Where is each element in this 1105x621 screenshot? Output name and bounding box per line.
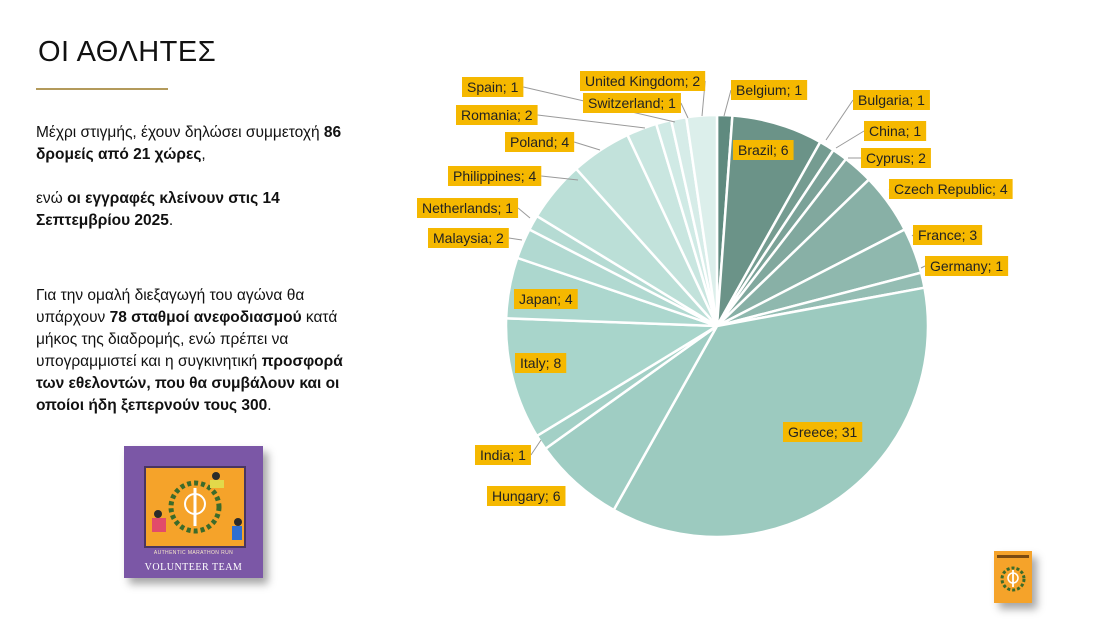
- stations-text-1: Για την ομαλή διεξαγωγή του αγώνα θα υπά…: [36, 287, 305, 326]
- data-label-india: India; 1: [480, 447, 526, 463]
- data-label-bg-japan: [514, 289, 578, 309]
- leader-line-france: [911, 234, 914, 237]
- leader-line-germany: [920, 265, 926, 269]
- registration-text: ενώ: [36, 190, 63, 207]
- data-label-bg-france: [913, 225, 983, 245]
- data-label-bg-italy: [515, 353, 567, 373]
- data-label-bg-greece: [783, 422, 863, 442]
- title-underline: [36, 88, 168, 90]
- leader-line-bulgaria: [825, 99, 854, 141]
- leader-line-philippines: [541, 175, 579, 181]
- leader-line-malaysia: [508, 237, 523, 241]
- data-label-cyprus: Cyprus; 2: [866, 150, 926, 166]
- leader-line-belgium: [723, 89, 732, 117]
- registration-deadline: οι εγγραφές κλείνουν στις 14 Σεπτεμβρίου…: [36, 190, 280, 229]
- data-label-bg-romania: [456, 105, 538, 125]
- participants-text: Μέχρι στιγμής, έχουν δηλώσει συμμετοχή: [36, 124, 320, 141]
- data-label-bg-china: [864, 121, 927, 141]
- registration-tail: .: [168, 212, 174, 229]
- slide-title: ΟΙ ΑΘΛΗΤΕΣ: [38, 36, 217, 68]
- data-label-bg-united-kingdom: [580, 71, 706, 91]
- data-label-bg-poland: [505, 132, 575, 152]
- data-label-spain: Spain; 1: [467, 79, 519, 95]
- paragraph-participants: Μέχρι στιγμής, έχουν δηλώσει συμμετοχή 8…: [36, 122, 366, 166]
- race-logo-icon: [994, 551, 1032, 603]
- data-label-bg-cyprus: [861, 148, 931, 168]
- data-label-malaysia: Malaysia; 2: [433, 230, 504, 246]
- data-label-bg-philippines: [448, 166, 542, 186]
- data-label-bulgaria: Bulgaria; 1: [858, 92, 925, 108]
- volunteer-team-image: AUTHENTIC MARATHON RUN VOLUNTEER TEAM: [124, 446, 263, 578]
- data-label-philippines: Philippines; 4: [453, 168, 536, 184]
- data-label-bg-india: [475, 445, 531, 465]
- data-label-romania: Romania; 2: [461, 107, 533, 123]
- pie-data-labels: Belgium; 1 Brazil; 6 Bulgaria; 1 China; 1 Cy…: [417, 71, 1013, 506]
- leader-line-romania: [537, 114, 646, 129]
- data-label-greece: Greece; 31: [788, 424, 857, 440]
- paragraph-registration: ενώ οι εγγραφές κλείνουν στις 14 Σεπτεμβ…: [36, 188, 366, 232]
- data-label-italy: Italy; 8: [520, 355, 561, 371]
- leader-line-poland: [574, 141, 601, 151]
- data-label-germany: Germany; 1: [930, 258, 1003, 274]
- data-label-bg-bulgaria: [853, 90, 930, 110]
- data-label-france: France; 3: [918, 227, 977, 243]
- leader-line-china: [835, 130, 865, 149]
- pie-slice-italy: [504, 316, 722, 438]
- stations-count: 78 σταθμοί ανεφοδιασμού: [109, 309, 302, 326]
- leader-line-netherlands: [517, 207, 531, 219]
- volunteer-team-logo-icon: [144, 466, 246, 548]
- data-label-bg-netherlands: [417, 198, 519, 218]
- volunteer-card-caption: VOLUNTEER TEAM: [144, 562, 243, 573]
- data-label-poland: Poland; 4: [510, 134, 569, 150]
- data-label-czech-republic: Czech Republic; 4: [894, 181, 1008, 197]
- data-label-united-kingdom: United Kingdom; 2: [585, 73, 700, 89]
- volunteers-text: προσφορά των εθελοντών, που θα συμβάλουν…: [36, 353, 343, 414]
- stations-tail: .: [267, 397, 272, 414]
- data-label-bg-germany: [925, 256, 1009, 276]
- data-label-brazil: Brazil; 6: [738, 142, 789, 158]
- data-label-bg-brazil: [733, 140, 794, 160]
- data-label-japan: Japan; 4: [519, 291, 573, 307]
- data-label-bg-switzerland: [583, 93, 681, 113]
- data-label-bg-malaysia: [428, 228, 509, 248]
- data-label-bg-hungary: [487, 486, 566, 506]
- data-label-bg-belgium: [731, 80, 808, 100]
- data-label-hungary: Hungary; 6: [492, 488, 561, 504]
- leader-line-india: [530, 439, 542, 456]
- data-label-china: China; 1: [869, 123, 921, 139]
- leader-line-switzerland: [680, 102, 689, 119]
- data-label-bg-spain: [462, 77, 524, 97]
- participants-tail: ,: [201, 146, 206, 163]
- data-label-belgium: Belgium; 1: [736, 82, 802, 98]
- pie-slices: [504, 113, 930, 539]
- volunteer-card-subcaption: AUTHENTIC MARATHON RUN: [153, 550, 234, 556]
- stations-text-2: κατά μήκος της διαδρομής, ενώ πρέπει να …: [36, 309, 338, 370]
- data-label-netherlands: Netherlands; 1: [422, 200, 513, 216]
- participants-count: 86 δρομείς από 21 χώρες: [36, 124, 342, 163]
- data-label-bg-czech-republic: [889, 179, 1013, 199]
- data-label-switzerland: Switzerland; 1: [588, 95, 676, 111]
- pie-slice-greece: [612, 286, 930, 539]
- paragraph-stations: Για την ομαλή διεξαγωγή του αγώνα θα υπά…: [36, 285, 366, 417]
